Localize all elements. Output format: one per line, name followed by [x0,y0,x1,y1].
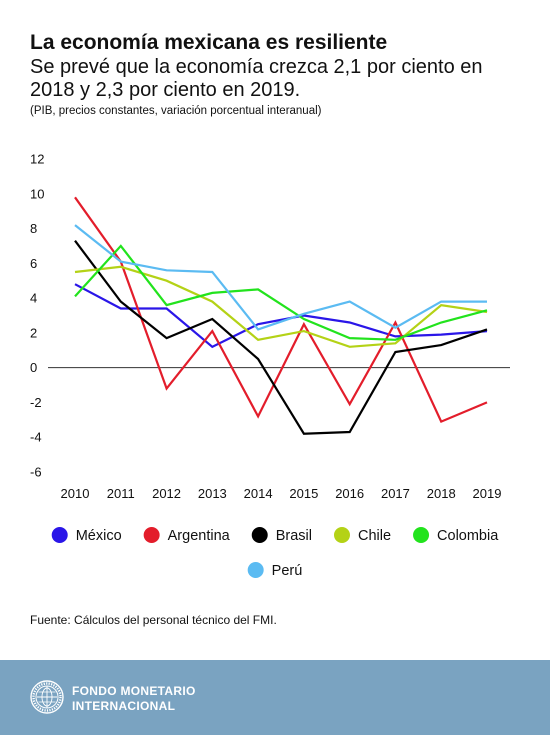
y-tick-label: -2 [30,395,42,410]
series-line-colombia [74,244,488,341]
series-line-perú [74,224,487,331]
x-tick-label: 2017 [381,486,410,501]
y-tick-label: 6 [30,256,37,271]
legend-label-colombia: Colombia [437,528,499,544]
y-tick-label: -4 [30,430,42,445]
y-tick-label: 0 [30,360,37,375]
legend-marker-méxico [51,527,68,543]
series-line-argentina [74,196,488,424]
legend-label-argentina: Argentina [168,528,231,544]
x-tick-label: 2018 [427,486,456,501]
logo-line-1: FONDO MONETARIO [72,684,196,698]
x-tick-label: 2015 [289,486,318,501]
series-line-méxico [74,283,488,349]
series-line-brasil [74,240,488,435]
legend-marker-brasil [251,527,268,543]
x-tick-label: 2011 [107,486,135,501]
x-tick-label: 2019 [473,486,502,501]
x-tick-label: 2013 [198,486,227,501]
y-tick-label: 8 [30,221,37,236]
legend-label-perú: Perú [272,563,303,579]
x-tick-label: 2012 [152,486,181,501]
y-tick-label: -6 [30,465,42,480]
chart-note: (PIB, precios constantes, variación porc… [30,105,322,117]
legend-marker-chile [333,527,350,543]
logo-line-2: INTERNACIONAL [72,698,176,713]
y-tick-label: 4 [30,291,37,306]
line-chart: 12 10 8 6 4 2 0 -2 -4 -6 2010 2011 2012 2013 2014 2015 2… [30,152,510,579]
legend-marker-perú [247,562,264,578]
imf-logo-text: FONDO MONETARIO INTERNACIONAL [72,684,196,713]
x-tick-label: 2010 [61,486,90,501]
y-tick-label: 2 [30,325,37,340]
legend-marker-colombia [413,527,430,543]
legend-label-méxico: México [76,528,122,544]
x-tick-label: 2014 [244,486,273,501]
source-note: Fuente: Cálculos del personal técnico de… [30,613,277,627]
legend-marker-argentina [143,527,160,543]
chart-title: La economía mexicana es resiliente [30,31,388,54]
chart-subtitle: Se prevé que la economía crezca 2,1 por … [30,56,483,101]
legend-label-brasil: Brasil [276,528,312,544]
footer-bar: FONDO MONETARIO INTERNACIONAL [0,660,550,735]
x-tick-label: 2016 [335,486,364,501]
imf-seal-icon [30,680,64,714]
y-tick-label: 10 [30,186,44,201]
legend-label-chile: Chile [358,528,391,544]
y-tick-label: 12 [30,152,44,167]
